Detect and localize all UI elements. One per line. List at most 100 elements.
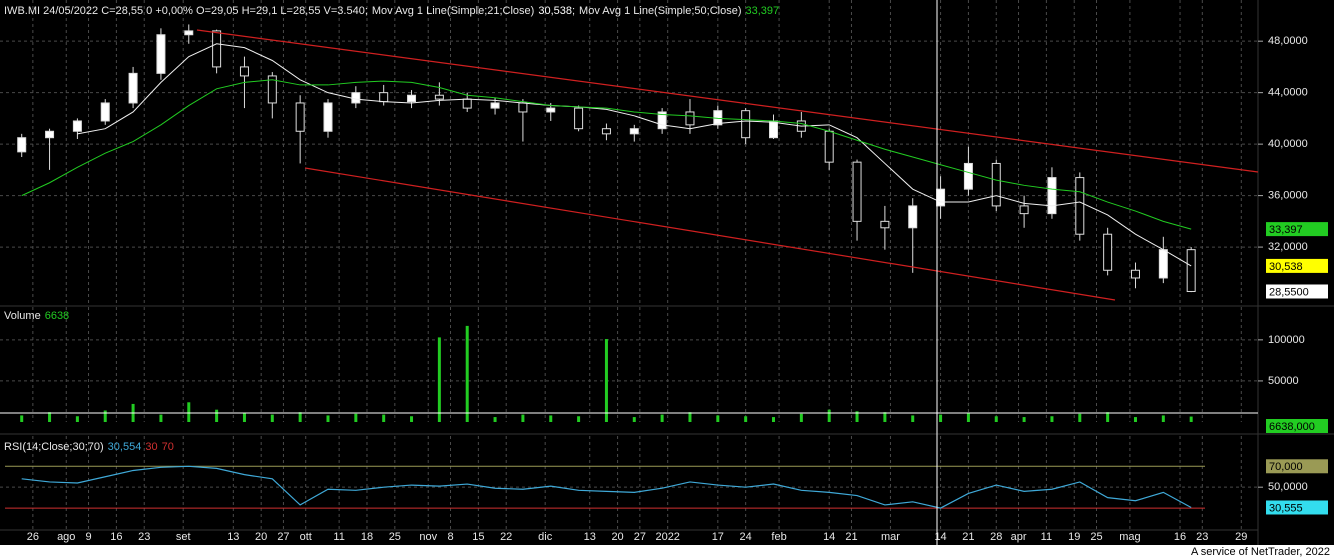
volume-bar	[994, 416, 998, 422]
candle-body	[1075, 177, 1085, 235]
value-box-label: 70,000	[1269, 461, 1303, 473]
value-box-label: 30,538	[1269, 261, 1303, 273]
volume-bar	[744, 416, 748, 422]
value-box	[1266, 222, 1328, 237]
x-tick-label: 25	[389, 531, 401, 543]
separator: ;	[572, 5, 575, 17]
x-tick-label: apr	[1011, 531, 1027, 543]
x-tick-label: 24	[740, 531, 752, 543]
candle-body	[824, 130, 834, 163]
y-tick-label: 50000	[1268, 375, 1299, 387]
x-tick-label: 23	[138, 531, 150, 543]
title: RSI(14;Close;30;70)	[4, 441, 104, 453]
volume-header: Volume 6638	[4, 310, 69, 322]
volume-bar	[20, 415, 24, 422]
y-tick-label: 48,0000	[1268, 35, 1308, 47]
volume-bar	[604, 339, 608, 422]
volume-bar	[1022, 417, 1026, 422]
volume-bar	[660, 414, 664, 422]
volume-bar	[410, 416, 414, 422]
candle-body	[852, 161, 862, 222]
x-tick-label: 13	[584, 531, 596, 543]
x-tick-label: 17	[712, 531, 724, 543]
x-tick-label: 9	[85, 531, 91, 543]
volume-bar	[48, 412, 52, 422]
candle-body	[908, 205, 918, 229]
x-tick-label: 21	[962, 531, 974, 543]
x-tick-label: 2022	[655, 531, 679, 543]
legend-value: 30,538	[538, 5, 572, 17]
y-tick-label: 36,0000	[1268, 190, 1308, 202]
x-tick-label: 22	[500, 531, 512, 543]
candle-body	[574, 107, 584, 130]
volume-bar	[549, 415, 553, 422]
volume-bar	[382, 414, 386, 422]
y-tick-label: 50,0000	[1268, 481, 1308, 493]
title: IWB.MI 24/05/2022 C=28,55 0 +0,00% O=29,…	[4, 5, 368, 17]
candle-body	[1130, 269, 1140, 279]
x-tick-label: 29	[1235, 531, 1247, 543]
volume-bar	[966, 412, 970, 422]
volume-bar	[688, 412, 692, 422]
x-tick-label: mar	[881, 531, 900, 543]
candle-body	[880, 220, 890, 229]
x-tick-label: 28	[990, 531, 1002, 543]
plot	[0, 0, 1258, 530]
volume-bar	[187, 402, 191, 422]
x-tick-label: nov	[419, 531, 437, 543]
candle-body	[128, 72, 138, 104]
x-tick-label: 14	[823, 531, 835, 543]
candle-body	[434, 94, 444, 100]
candle-body	[518, 102, 528, 113]
moving-average	[77, 43, 1192, 267]
value-box-label: 6638,000	[1269, 421, 1315, 433]
volume-bar	[772, 417, 776, 422]
candle-body	[1019, 205, 1029, 215]
candle-body	[72, 120, 82, 132]
candle-body	[351, 92, 361, 104]
value-box	[1266, 258, 1328, 273]
value-box-label: 33,397	[1269, 224, 1303, 236]
volume-bar	[437, 337, 441, 422]
volume-bar	[883, 412, 887, 422]
volume-bar	[1189, 416, 1193, 422]
candle-body	[156, 34, 166, 74]
volume-bar	[493, 417, 497, 422]
candle-body	[1103, 233, 1113, 271]
title: Volume	[4, 310, 41, 322]
volume-bar	[298, 412, 302, 422]
volume-bar	[242, 412, 246, 422]
x-tick-label: 21	[845, 531, 857, 543]
x-tick-label: dic	[538, 531, 553, 543]
candle-body	[936, 188, 946, 207]
x-tick-label: set	[176, 531, 191, 543]
candle-body	[963, 162, 973, 190]
x-tick-label: 16	[110, 531, 122, 543]
value-box	[1266, 500, 1328, 515]
y-tick-label: 40,0000	[1268, 138, 1308, 150]
candle-body	[629, 128, 639, 135]
x-tick-label: 11	[333, 531, 344, 543]
legend: Mov Avg 1 Line(Simple;21;Close)	[372, 5, 534, 17]
volume-bar	[827, 409, 831, 422]
candle-body	[17, 137, 27, 153]
x-tick-label: 15	[472, 531, 484, 543]
volume-bar	[159, 414, 163, 422]
value: 6638	[45, 310, 69, 322]
rsi-header: RSI(14;Close;30;70) 30,554 30 70	[4, 441, 174, 453]
candle-body	[490, 102, 500, 109]
volume-bar	[1161, 415, 1165, 422]
volume-bar	[326, 415, 330, 422]
candle-body	[601, 128, 611, 135]
candle-body	[323, 102, 333, 132]
candle-body	[45, 130, 55, 139]
value: 30,554	[108, 441, 142, 453]
trendline	[196, 29, 1259, 173]
volume-bar	[465, 325, 469, 422]
x-tick-label: 16	[1174, 531, 1186, 543]
volume-bar	[1106, 412, 1110, 422]
value-box-label: 28,5500	[1269, 286, 1309, 298]
value-box	[1266, 459, 1328, 474]
